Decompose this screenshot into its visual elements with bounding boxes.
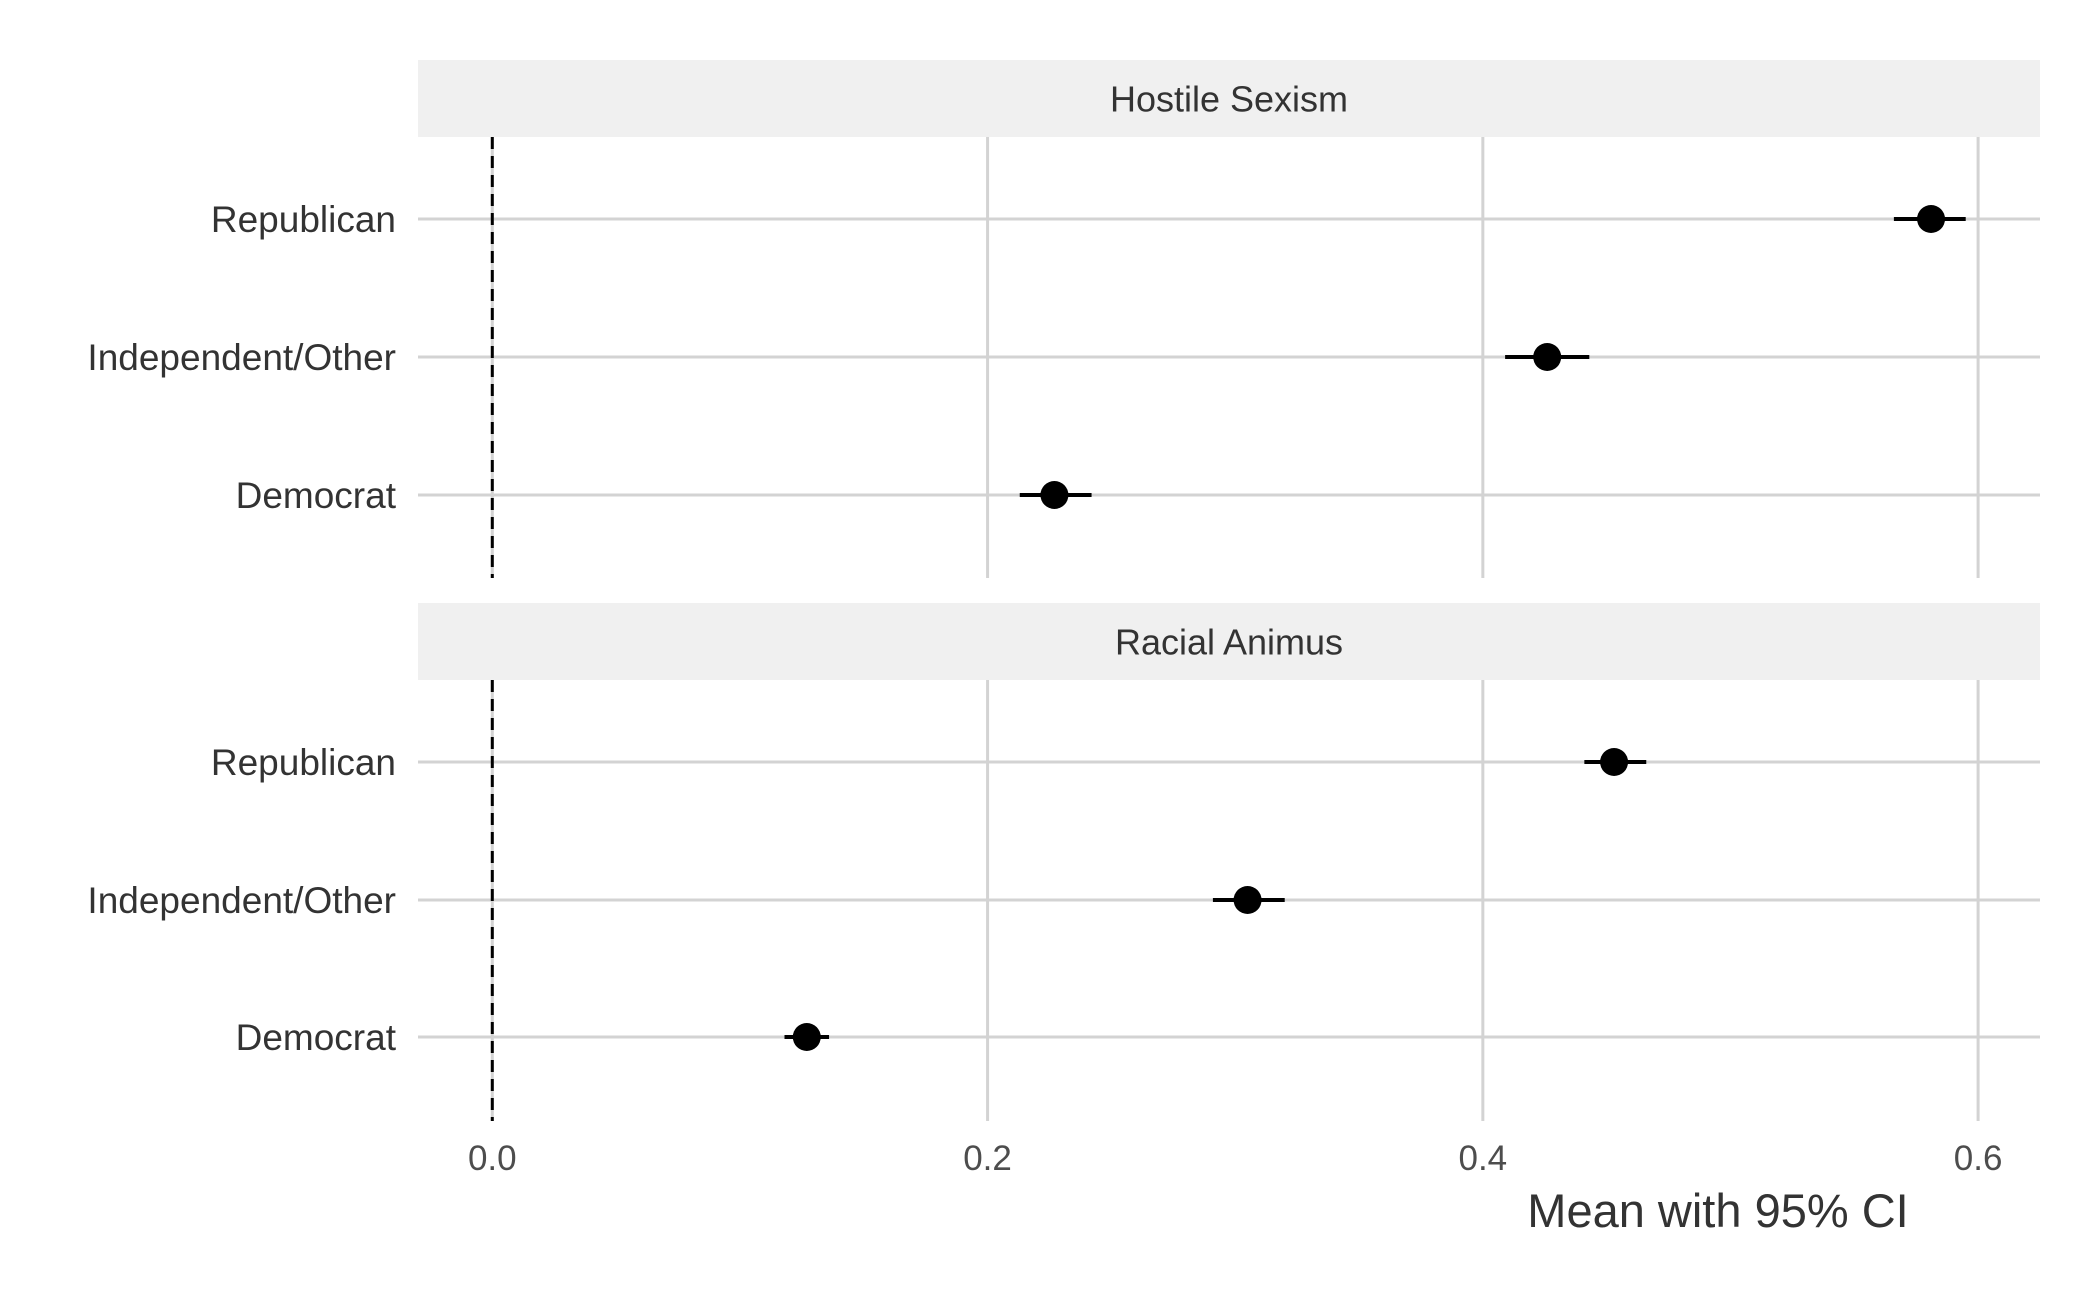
x-tick-label: 0.4 bbox=[1458, 1139, 1507, 1178]
y-category-label: Republican bbox=[211, 742, 396, 783]
x-tick-label: 0.0 bbox=[468, 1139, 517, 1178]
x-tick-label: 0.2 bbox=[963, 1139, 1012, 1178]
y-category-label: Independent/Other bbox=[87, 337, 396, 378]
mean-point bbox=[1040, 481, 1069, 509]
facet-panel-1: Hostile Sexism Republican Independent/Othe… bbox=[87, 60, 2040, 578]
facet-title: Hostile Sexism bbox=[1110, 79, 1348, 120]
mean-point bbox=[1533, 343, 1562, 371]
mean-point bbox=[1600, 748, 1629, 776]
x-tick-label: 0.6 bbox=[1954, 1139, 2003, 1178]
y-category-label: Democrat bbox=[236, 475, 397, 516]
facet-strip bbox=[418, 603, 2040, 680]
facet-strip bbox=[418, 60, 2040, 137]
y-category-label: Independent/Other bbox=[87, 880, 396, 921]
y-category-label: Republican bbox=[211, 199, 396, 240]
mean-point bbox=[1917, 205, 1946, 233]
facet-panel-2: Racial Animus Republican Independent/Other… bbox=[87, 603, 2040, 1121]
mean-point bbox=[1233, 886, 1262, 914]
mean-point bbox=[792, 1023, 821, 1051]
facet-title: Racial Animus bbox=[1115, 622, 1343, 663]
x-axis-title: Mean with 95% CI bbox=[1527, 1184, 1908, 1237]
y-category-label: Democrat bbox=[236, 1017, 397, 1058]
